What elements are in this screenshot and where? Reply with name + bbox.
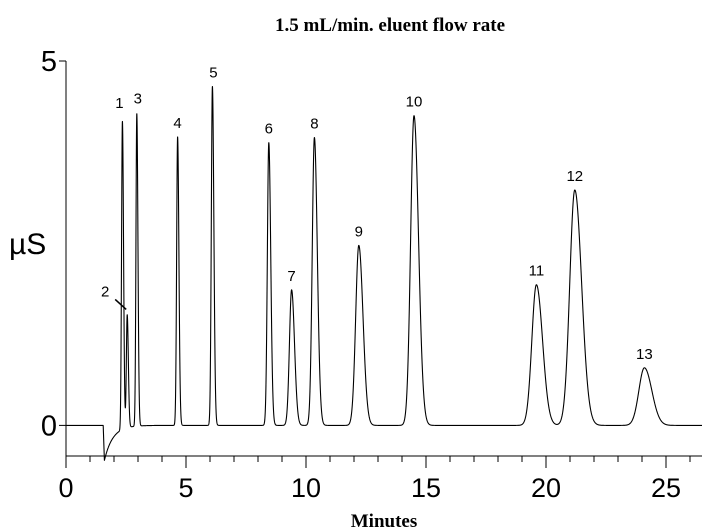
chart-title: 1.5 mL/min. eluent flow rate	[275, 15, 505, 36]
peak-label-10: 10	[406, 94, 423, 111]
peak-label-7: 7	[287, 268, 295, 285]
y-tick-label: 5	[41, 46, 57, 78]
peak-label-1: 1	[115, 95, 123, 112]
axes	[65, 61, 702, 457]
x-tick-label: 5	[178, 473, 193, 503]
x-ticks: 0 5 10 15 20 25	[58, 456, 691, 503]
peak-label-8: 8	[310, 116, 318, 133]
peak-label-5: 5	[209, 65, 217, 82]
y-tick-label: 0	[41, 410, 57, 442]
y-ticks: 05	[41, 46, 66, 442]
peak-label-4: 4	[173, 115, 181, 132]
x-tick-label: 25	[651, 473, 681, 503]
y-axis-label: µS	[9, 228, 46, 261]
x-tick-label: 10	[291, 473, 321, 503]
peak-2-leader-line	[114, 298, 127, 311]
x-axis-label: Minutes	[351, 511, 418, 531]
chromatogram-trace	[65, 85, 703, 461]
peak-label-12: 12	[566, 168, 583, 185]
x-tick-label: 15	[411, 473, 441, 503]
x-tick-label: 20	[531, 473, 561, 503]
x-tick-label: 0	[58, 473, 73, 503]
peak-label-3: 3	[134, 91, 142, 108]
peak-label-11: 11	[529, 263, 545, 280]
peak-label-13: 13	[636, 346, 653, 363]
peak-label-6: 6	[265, 121, 273, 138]
peak-label-2: 2	[101, 283, 109, 300]
peak-label-9: 9	[355, 223, 363, 240]
